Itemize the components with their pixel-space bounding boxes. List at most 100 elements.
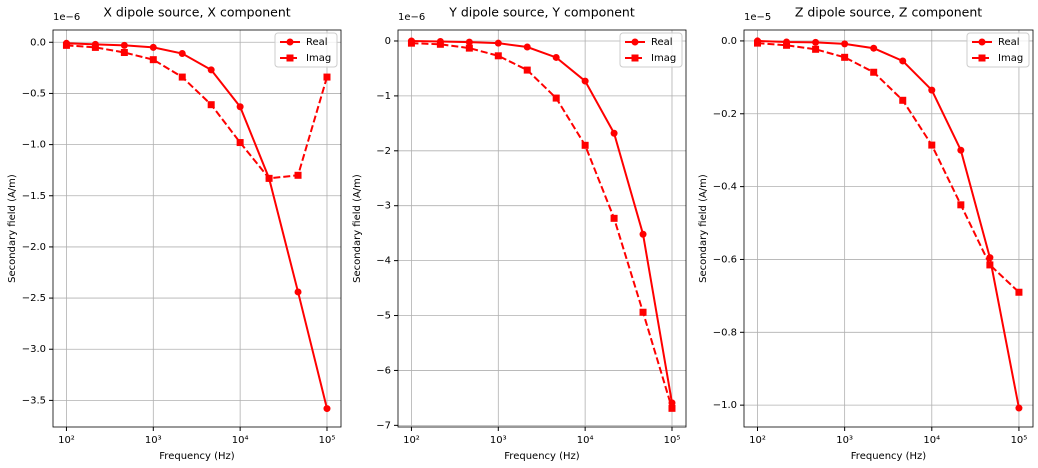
marker — [841, 53, 849, 61]
plot-area — [398, 30, 686, 427]
marker — [870, 68, 878, 76]
marker — [436, 40, 444, 48]
y-tick-label: −0.4 — [713, 182, 737, 193]
marker — [523, 66, 531, 74]
y-tick-label: −3.5 — [22, 395, 46, 406]
marker — [870, 44, 878, 52]
marker — [986, 261, 994, 269]
axes-frame — [52, 29, 342, 428]
y-tick-label: −2.5 — [22, 293, 46, 304]
legend-label: Imag — [651, 53, 676, 64]
axes-frame — [397, 29, 687, 428]
x-tick-label: 10² — [403, 435, 420, 446]
marker — [581, 141, 589, 149]
chart-title: X dipole source, X component — [103, 5, 290, 20]
y-tick-label: 0.0 — [721, 36, 737, 47]
marker — [668, 404, 676, 412]
marker — [581, 77, 589, 85]
marker — [957, 146, 965, 154]
legend-marker — [286, 54, 294, 62]
y-axis-label: Secondary field (A/m) — [698, 174, 709, 283]
y-tick-label: 0.0 — [30, 37, 46, 48]
marker — [207, 101, 215, 109]
x-axis-label: Frequency (Hz) — [851, 451, 927, 462]
x-tick-label: 10⁵ — [1011, 435, 1028, 446]
y-tick-label: −1.5 — [22, 191, 46, 202]
series-line — [411, 39, 673, 404]
y-tick-label: −0.6 — [713, 254, 737, 265]
marker — [294, 171, 302, 179]
legend-label: Real — [998, 37, 1020, 48]
marker — [91, 43, 99, 51]
marker — [294, 288, 302, 296]
marker — [236, 103, 244, 111]
offset-label: 1e−5 — [744, 12, 771, 23]
marker — [465, 38, 473, 46]
y-axis-label: Secondary field (A/m) — [352, 174, 363, 283]
marker — [639, 308, 647, 316]
y-tick-label: −2.0 — [22, 242, 46, 253]
marker — [323, 405, 331, 413]
marker — [812, 38, 820, 46]
y-tick-label: −0.5 — [22, 88, 46, 99]
marker — [957, 201, 965, 209]
legend-label: Imag — [998, 53, 1023, 64]
legend-label: Real — [651, 37, 673, 48]
marker — [783, 41, 791, 49]
series-line — [757, 42, 1020, 293]
chart-title: Y dipole source, Y component — [448, 5, 635, 20]
marker — [1015, 404, 1023, 412]
offset-label: 1e−6 — [398, 12, 425, 23]
y-tick-label: −2 — [376, 146, 391, 157]
y-tick-label: −4 — [376, 256, 391, 267]
marker — [62, 41, 70, 49]
x-tick-label: 10² — [749, 435, 766, 446]
y-tick-label: −1 — [376, 91, 391, 102]
marker — [639, 230, 647, 238]
x-tick-label: 10³ — [490, 435, 507, 446]
y-tick-label: −3 — [376, 201, 391, 212]
y-tick-label: −1.0 — [22, 140, 46, 151]
marker — [465, 44, 473, 52]
x-tick-label: 10⁴ — [232, 435, 249, 446]
chart-title: Z dipole source, Z component — [795, 5, 982, 20]
x-tick-label: 10⁵ — [664, 435, 681, 446]
series-line — [411, 42, 673, 409]
y-axis-label: Secondary field (A/m) — [7, 174, 18, 283]
series-line — [757, 39, 1020, 409]
y-tick-label: −1.0 — [713, 400, 737, 411]
y-tick-label: −7 — [376, 420, 391, 431]
x-tick-label: 10⁵ — [319, 435, 336, 446]
marker — [265, 174, 273, 182]
x-tick-label: 10³ — [145, 435, 162, 446]
x-tick-label: 10⁴ — [577, 435, 594, 446]
marker — [149, 43, 157, 51]
marker — [899, 96, 907, 104]
marker — [178, 50, 186, 58]
axes-frame — [743, 29, 1034, 428]
marker — [494, 39, 502, 47]
y-tick-label: −3.0 — [22, 344, 46, 355]
marker — [610, 129, 618, 137]
marker — [407, 39, 415, 47]
legend-marker — [978, 54, 986, 62]
legend-marker — [286, 38, 294, 46]
x-tick-label: 10⁴ — [923, 435, 940, 446]
marker — [610, 214, 618, 222]
legend-label: Imag — [306, 53, 331, 64]
y-tick-label: −6 — [376, 365, 391, 376]
marker — [149, 56, 157, 64]
marker — [236, 139, 244, 147]
marker — [899, 57, 907, 65]
marker — [928, 141, 936, 149]
marker — [207, 66, 215, 74]
marker — [523, 43, 531, 51]
marker — [1015, 288, 1023, 296]
y-tick-label: 0 — [385, 36, 391, 47]
marker — [552, 94, 560, 102]
marker — [494, 52, 502, 60]
marker — [120, 41, 128, 49]
y-tick-label: −0.8 — [713, 327, 737, 338]
series-line — [66, 44, 328, 180]
